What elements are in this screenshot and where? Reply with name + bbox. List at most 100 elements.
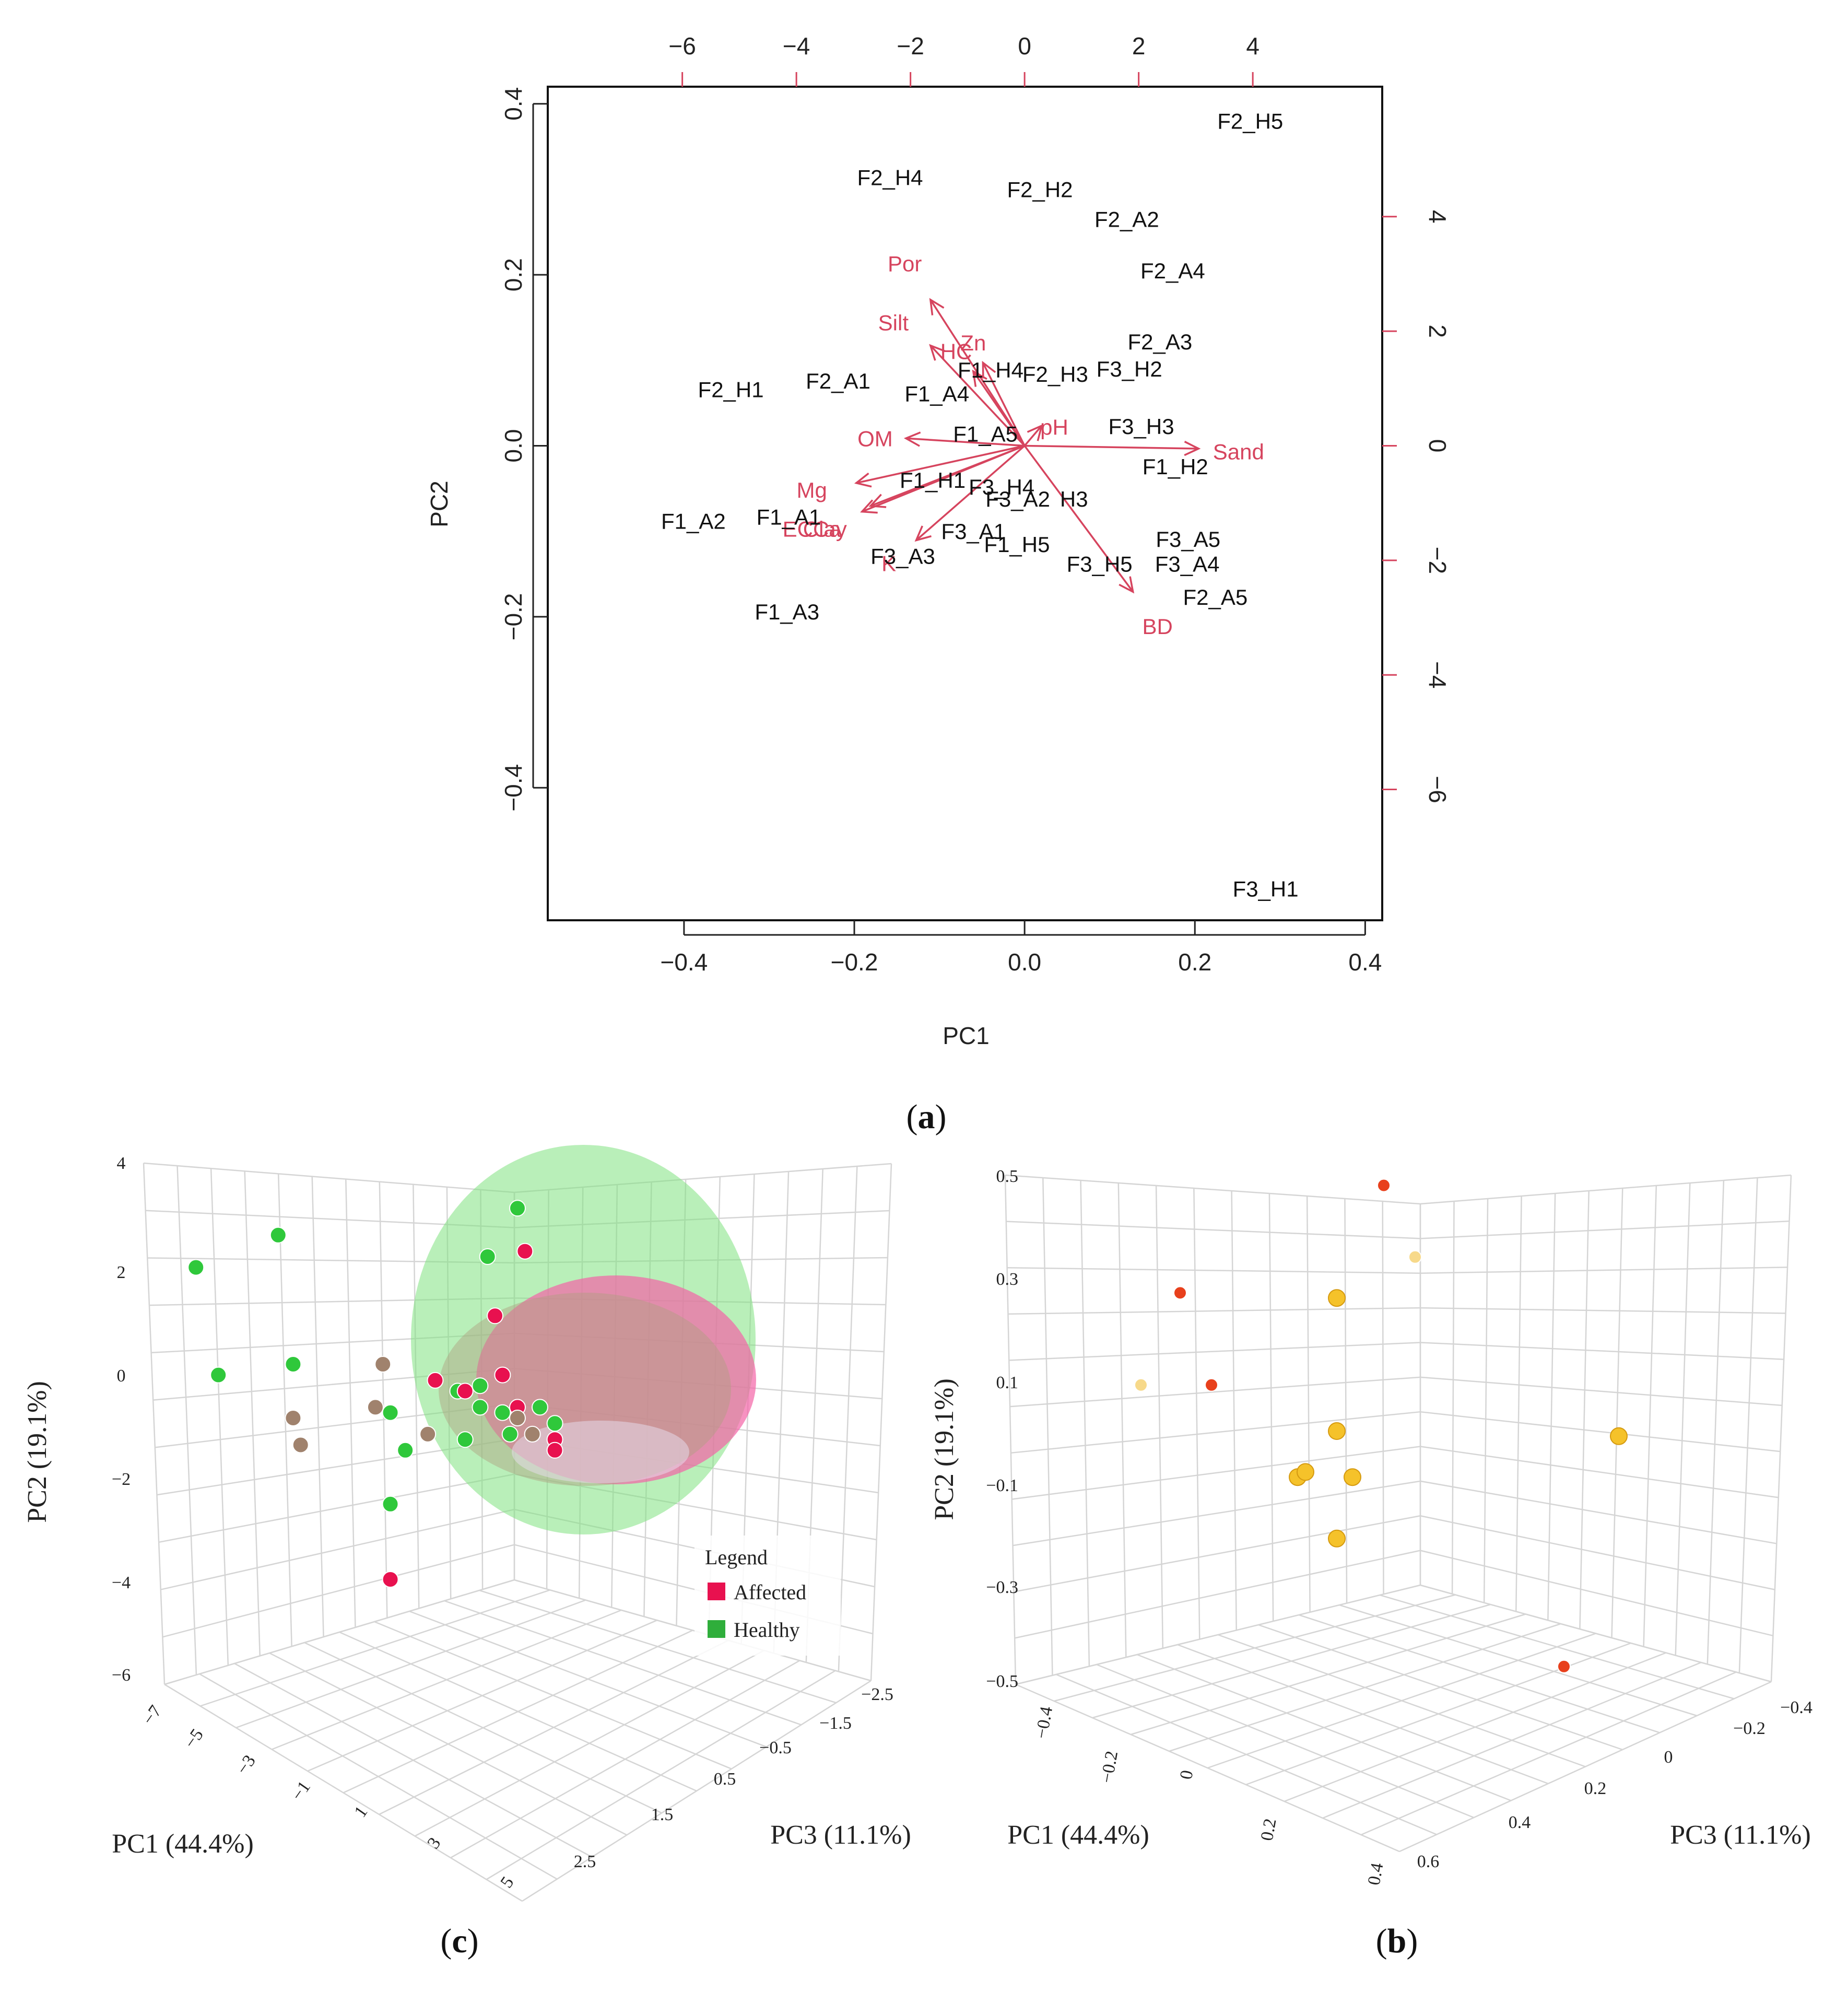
panel-b-y-axis-label: PC2 (19.1%)	[929, 1378, 959, 1520]
a-loading-arrow-ph	[1023, 425, 1043, 447]
a-sample-label-f3-a5: F3_A5	[1156, 527, 1220, 552]
a-loading-arrow-clay	[870, 444, 1025, 507]
a-loading-label-sand: Sand	[1213, 439, 1264, 464]
panel-c-legend-healthy-label: Healthy	[734, 1618, 800, 1642]
b-x-tick-label: 0.2	[1257, 1817, 1280, 1842]
panel-c-3d-pca: 420−2−4−6−7−5−3−1135−2.5−1.5−0.50.51.52.…	[22, 1145, 911, 1960]
c-point-healthy	[472, 1377, 489, 1395]
b-back-right-grid-line	[1420, 1307, 1786, 1314]
b-y-tick-label: 0.3	[996, 1270, 1019, 1289]
a-loading-arrowhead-por	[929, 298, 945, 315]
b-back-left-grid-line	[1007, 1267, 1421, 1274]
a-top-tick-label: −6	[668, 32, 696, 60]
a-loading-arrowhead-om	[903, 431, 921, 447]
b-point-pale	[1134, 1378, 1148, 1392]
b-back-left-grid-line	[1155, 1185, 1164, 1648]
c-point-affected	[487, 1307, 504, 1325]
a-loading-arrow-k	[915, 445, 1026, 541]
b-x-tick-label: 0	[1176, 1769, 1197, 1781]
panel-b-caption-letter: b	[1387, 1922, 1407, 1960]
c-z-tick-label: 1.5	[651, 1805, 674, 1824]
c-z-tick-label: −0.5	[759, 1738, 792, 1757]
b-floor-grid-line	[1284, 1652, 1666, 1802]
panel-b-tick-labels: 0.50.30.1−0.1−0.3−0.5−0.4−0.2 00.20.4−0.4…	[986, 1167, 1812, 1886]
c-back-left-grid-line	[143, 1163, 166, 1685]
c-point-affected	[456, 1382, 474, 1400]
a-sample-label-f1-h2: F1_H2	[1143, 454, 1208, 479]
c-z-tick-label: −2.5	[861, 1685, 893, 1704]
b-back-left-grid-line	[1382, 1201, 1384, 1595]
a-loading-label-mg: Mg	[796, 478, 827, 502]
c-back-left-grid-line	[244, 1171, 261, 1656]
b-z-tick-label: 0.4	[1509, 1813, 1531, 1832]
b-back-left-grid-line	[1009, 1342, 1421, 1361]
a-loading-arrow-mg	[856, 444, 1025, 484]
b-point-gold	[1328, 1422, 1346, 1440]
b-point-gold	[1344, 1468, 1361, 1486]
panel-c-y-axis-label: PC2 (19.1%)	[22, 1381, 52, 1523]
b-back-left-grid-line	[1117, 1182, 1127, 1658]
b-back-left-grid-line	[1344, 1198, 1348, 1603]
b-floor-grid-line	[1258, 1624, 1623, 1751]
c-point-overlap	[374, 1356, 392, 1373]
a-top-tick-label: 0	[1018, 32, 1031, 60]
a-sample-label-f3-h2: F3_H2	[1097, 357, 1162, 381]
c-back-left-grid-line	[311, 1176, 324, 1637]
c-point-overlap	[367, 1399, 384, 1416]
c-floor-grid-line	[444, 1600, 802, 1726]
panel-c-x-axis-label: PC1 (44.4%)	[112, 1829, 254, 1859]
a-loading-arrow-sand	[1025, 444, 1199, 450]
b-y-tick-label: 0.5	[996, 1167, 1019, 1186]
c-point-healthy	[472, 1399, 489, 1416]
a-sample-label-f2-a2: F2_A2	[1094, 207, 1159, 232]
panel-a-x-axis-label: PC1	[943, 1022, 989, 1049]
a-sample-label-f2-a4: F2_A4	[1140, 259, 1205, 283]
a-loading-label-k: K	[881, 551, 896, 576]
panel-b-points	[1134, 1178, 1628, 1673]
c-y-tick-label: −6	[112, 1666, 131, 1685]
b-back-right-grid-line	[1420, 1267, 1788, 1274]
panel-a-biplot: −0.4 −0.2 0.0 0.2 0.4 −0.4 −0.2 0.0 0.2 0.4 −6 −4 −2…	[426, 32, 1451, 1136]
a-loading-arrowhead-k	[914, 525, 932, 542]
a-right-tick-label: −2	[1424, 547, 1451, 574]
c-floor-grid-line	[479, 1589, 837, 1704]
b-back-left-grid-line	[1306, 1196, 1311, 1612]
b-back-right-grid-line	[1515, 1196, 1522, 1612]
c-point-healthy	[210, 1366, 227, 1384]
c-back-right-grid-line	[870, 1163, 892, 1681]
b-point-gold	[1328, 1529, 1346, 1548]
b-point-red	[1173, 1286, 1187, 1300]
a-right-tick-label: 2	[1424, 324, 1451, 338]
c-back-right-grid-line	[838, 1166, 858, 1672]
b-back-left-grid-line	[1080, 1180, 1090, 1667]
c-point-affected	[546, 1442, 563, 1459]
b-y-tick-label: −0.3	[986, 1578, 1018, 1597]
a-loading-label-silt: Silt	[878, 311, 909, 335]
c-point-overlap	[524, 1425, 541, 1443]
panel-a-y-axis-label: PC2	[426, 481, 453, 527]
a-sample-label-f3-h4: F3_H4	[969, 475, 1034, 499]
b-back-right-grid-line	[1738, 1177, 1758, 1673]
c-floor-grid-line	[450, 1660, 801, 1859]
panel-b-3d-grid	[1004, 1174, 1792, 1853]
c-point-affected	[516, 1243, 534, 1260]
b-point-gold	[1328, 1289, 1346, 1307]
b-back-right-grid-line	[1420, 1342, 1784, 1360]
a-sample-label-f1-h4: F1_H4	[958, 358, 1023, 382]
b-back-left-grid-line	[1014, 1550, 1421, 1639]
b-back-left-grid-line	[1008, 1307, 1421, 1315]
c-point-overlap	[509, 1410, 526, 1426]
a-right-tick-label: 0	[1424, 439, 1451, 453]
a-loading-arrowhead-zn	[982, 360, 996, 379]
b-floor-grid-line	[1420, 1584, 1772, 1683]
b-back-right-grid-line	[1643, 1185, 1657, 1647]
a-sample-label-f3-a3: F3_A3	[870, 544, 935, 569]
b-back-right-grid-line	[1611, 1188, 1623, 1638]
c-point-healthy	[509, 1200, 526, 1217]
b-floor-grid-line	[1207, 1633, 1596, 1769]
b-back-right-grid-line	[1770, 1175, 1792, 1682]
b-back-left-grid-line	[1005, 1174, 1421, 1205]
b-y-tick-label: −0.5	[986, 1672, 1018, 1691]
a-sample-label-f3-h1: F3_H1	[1233, 876, 1299, 901]
